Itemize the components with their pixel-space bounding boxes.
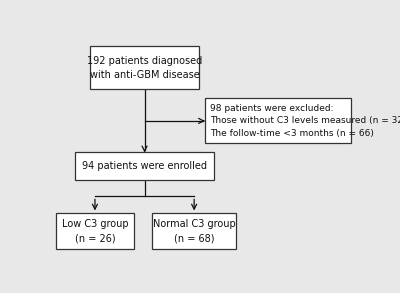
Text: 98 patients were excluded:
Those without C3 levels measured (n = 32)
The follow-: 98 patients were excluded: Those without… (210, 104, 400, 138)
Text: Normal C3 group
(n = 68): Normal C3 group (n = 68) (153, 219, 236, 243)
FancyBboxPatch shape (56, 213, 134, 250)
Text: Low C3 group
(n = 26): Low C3 group (n = 26) (62, 219, 128, 243)
FancyBboxPatch shape (75, 152, 214, 180)
FancyBboxPatch shape (152, 213, 236, 250)
FancyBboxPatch shape (205, 98, 351, 144)
FancyBboxPatch shape (90, 47, 199, 89)
Text: 94 patients were enrolled: 94 patients were enrolled (82, 161, 207, 171)
Text: 192 patients diagnosed
with anti-GBM disease: 192 patients diagnosed with anti-GBM dis… (87, 56, 202, 80)
